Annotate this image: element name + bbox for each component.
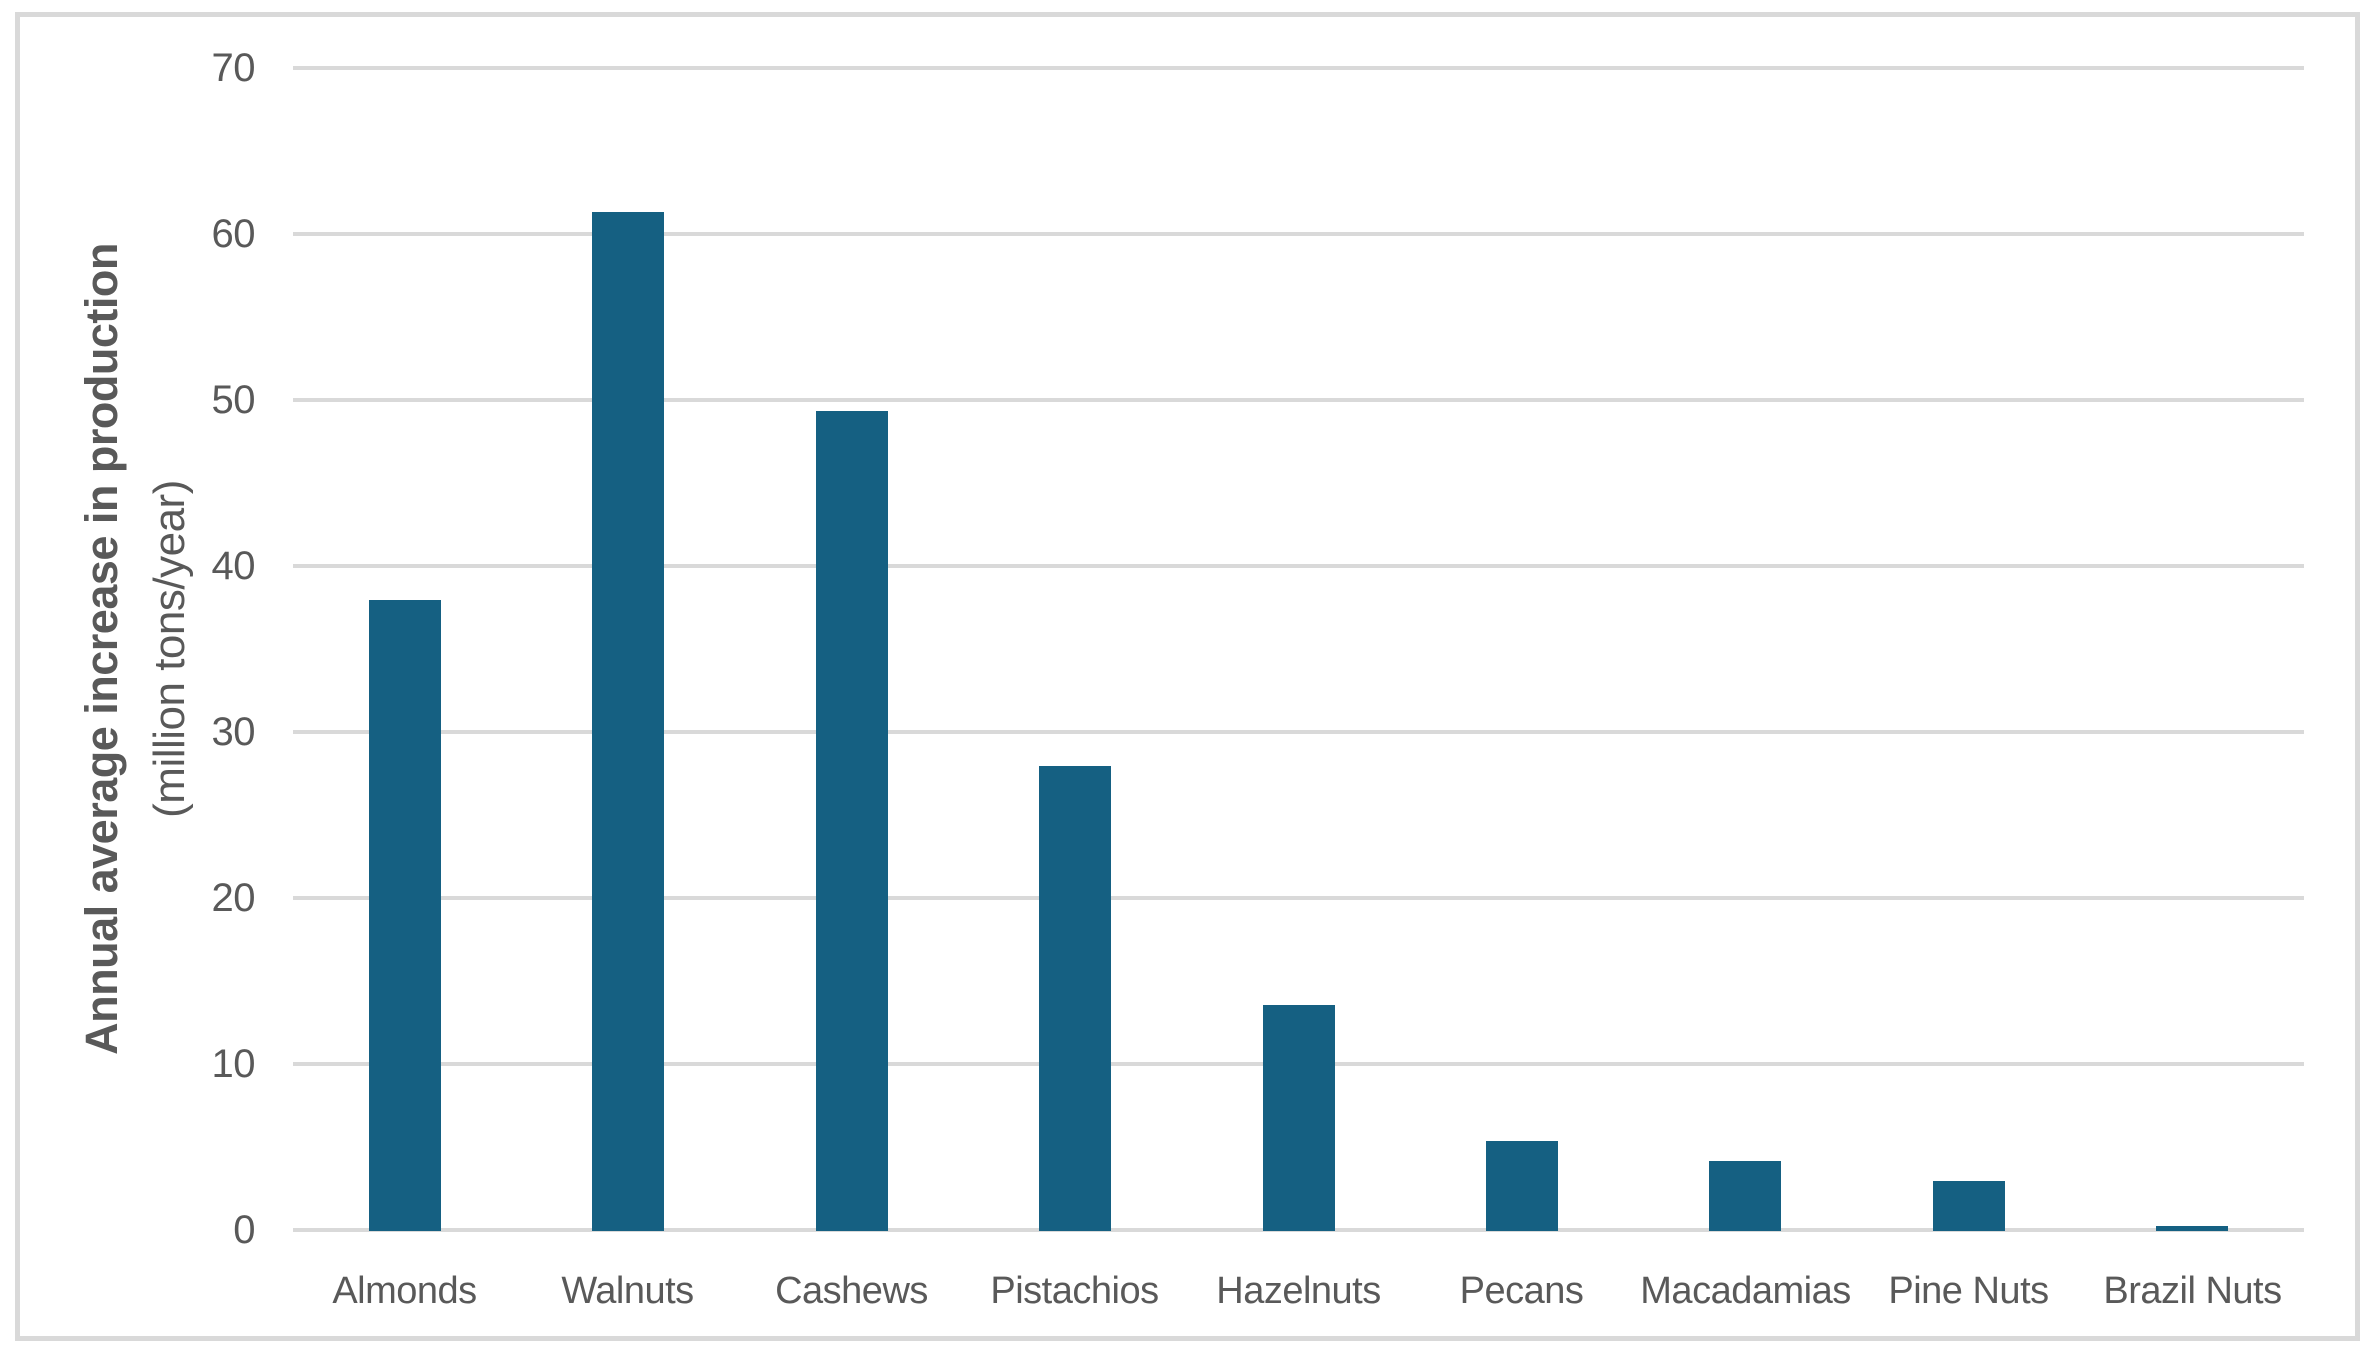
gridline-y-20 [293, 896, 2304, 900]
y-tick-label-20: 20 [211, 876, 256, 920]
x-axis-label-pistachios: Pistachios [990, 1270, 1159, 1312]
bar-macadamias [1709, 1161, 1781, 1231]
x-axis-label-almonds: Almonds [332, 1270, 477, 1312]
y-tick-label-30: 30 [211, 710, 256, 754]
y-axis-title: Annual average increase in production [76, 243, 127, 1055]
x-axis-label-cashews: Cashews [775, 1270, 928, 1312]
x-axis-label-brazil-nuts: Brazil Nuts [2103, 1270, 2282, 1312]
gridline-y-40 [293, 564, 2304, 568]
bar-pine-nuts [1933, 1181, 2005, 1231]
bar-hazelnuts [1263, 1005, 1335, 1231]
gridline-y-60 [293, 232, 2304, 236]
x-axis-label-walnuts: Walnuts [561, 1270, 694, 1312]
bar-cashews [816, 411, 888, 1231]
y-tick-label-50: 50 [211, 378, 256, 422]
gridline-y-30 [293, 730, 2304, 734]
y-tick-label-40: 40 [211, 544, 256, 588]
bar-pecans [1486, 1141, 1558, 1231]
x-axis-label-pine-nuts: Pine Nuts [1888, 1270, 2049, 1312]
x-axis-label-pecans: Pecans [1459, 1270, 1584, 1312]
gridline-y-50 [293, 398, 2304, 402]
y-axis-title-units: (million tons/year) [145, 480, 194, 818]
bar-brazil-nuts [2156, 1226, 2228, 1231]
gridline-y-70 [293, 66, 2304, 70]
y-tick-label-0: 0 [233, 1208, 255, 1252]
bar-walnuts [592, 212, 664, 1231]
bar-pistachios [1039, 766, 1111, 1231]
y-tick-label-10: 10 [211, 1042, 256, 1086]
x-axis-label-macadamias: Macadamias [1640, 1270, 1851, 1312]
y-tick-label-70: 70 [211, 46, 256, 90]
y-tick-label-60: 60 [211, 212, 256, 256]
chart-border-frame [15, 12, 2360, 1341]
bar-almonds [369, 600, 441, 1231]
x-axis-label-hazelnuts: Hazelnuts [1216, 1270, 1381, 1312]
